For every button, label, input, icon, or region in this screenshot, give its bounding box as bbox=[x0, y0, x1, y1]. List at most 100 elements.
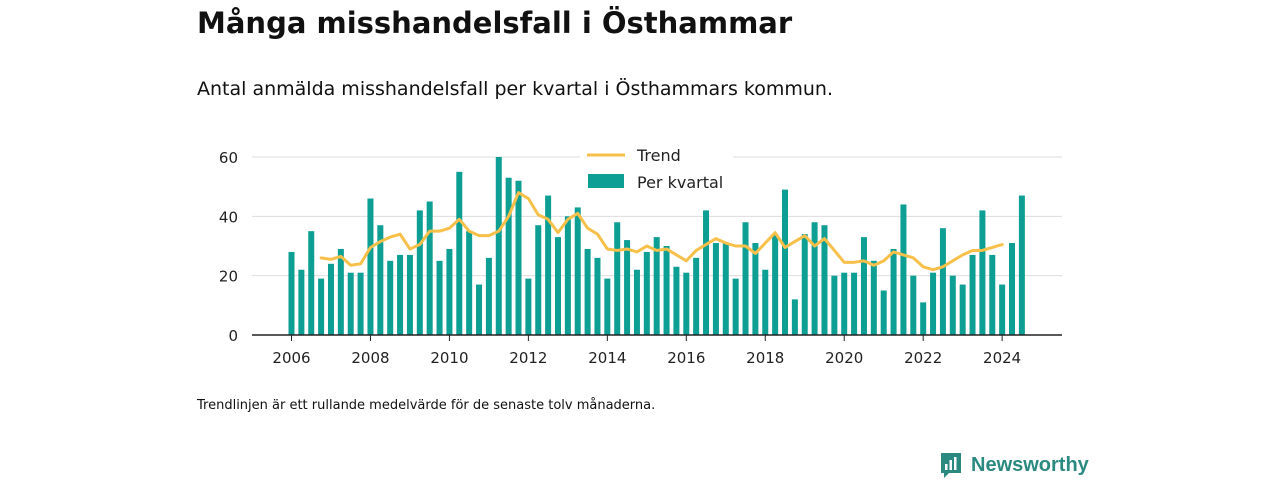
bar-6 bbox=[347, 272, 354, 335]
bar-47 bbox=[752, 243, 759, 335]
bar-26 bbox=[545, 195, 552, 335]
bar-45 bbox=[732, 278, 739, 335]
bar-21 bbox=[495, 157, 502, 335]
x-tick-label-2008: 2008 bbox=[351, 349, 389, 367]
footnote: Trendlinjen är ett rullande medelvärde f… bbox=[197, 398, 656, 413]
bar-29 bbox=[574, 207, 581, 335]
bar-66 bbox=[939, 228, 946, 335]
bar-35 bbox=[633, 269, 640, 335]
y-tick-label-0: 0 bbox=[228, 327, 238, 345]
x-tick-label-2022: 2022 bbox=[904, 349, 942, 367]
bar-70 bbox=[979, 210, 986, 335]
bar-30 bbox=[584, 248, 591, 335]
y-tick-label-20: 20 bbox=[219, 268, 238, 286]
bar-50 bbox=[782, 189, 788, 335]
x-tick-label-2006: 2006 bbox=[272, 349, 310, 367]
bar-58 bbox=[860, 237, 867, 335]
bar-1 bbox=[298, 269, 305, 335]
bar-19 bbox=[476, 284, 483, 335]
bar-55 bbox=[831, 275, 838, 335]
bar-73 bbox=[1009, 243, 1016, 335]
bar-61 bbox=[890, 248, 897, 335]
trend-line bbox=[319, 191, 1004, 272]
bar-44 bbox=[722, 243, 729, 335]
bar-31 bbox=[594, 257, 601, 335]
bar-3 bbox=[318, 278, 325, 335]
bar-18 bbox=[466, 231, 473, 335]
bar-59 bbox=[870, 260, 877, 335]
bar-62 bbox=[900, 204, 907, 335]
y-tick-label-60: 60 bbox=[219, 149, 238, 167]
y-axis-labels: 0 20 40 60 bbox=[219, 149, 238, 345]
bar-57 bbox=[851, 272, 858, 335]
bar-69 bbox=[969, 254, 976, 335]
bar-34 bbox=[624, 240, 631, 335]
bar-53 bbox=[811, 222, 818, 335]
bar-74 bbox=[1018, 195, 1025, 335]
bar-65 bbox=[930, 272, 937, 335]
bar-15 bbox=[436, 260, 443, 335]
bar-54 bbox=[821, 225, 828, 335]
legend-bar-swatch bbox=[588, 174, 624, 188]
x-tick-label-2010: 2010 bbox=[430, 349, 468, 367]
bar-68 bbox=[959, 284, 966, 335]
bar-51 bbox=[791, 299, 798, 335]
x-tick-label-2014: 2014 bbox=[588, 349, 626, 367]
bar-72 bbox=[999, 284, 1006, 335]
x-axis-labels: 2006 2008 2010 2012 2014 2016 2018 2020 2022 2024 bbox=[272, 335, 1021, 367]
bar-27 bbox=[554, 237, 561, 335]
bar-2 bbox=[308, 231, 315, 335]
x-tick-label-2020: 2020 bbox=[825, 349, 863, 367]
bar-37 bbox=[653, 237, 660, 335]
bar-42 bbox=[703, 210, 710, 335]
x-tick-label-2024: 2024 bbox=[983, 349, 1021, 367]
bar-64 bbox=[920, 302, 927, 335]
bar-39 bbox=[673, 266, 680, 335]
bar-28 bbox=[564, 216, 571, 335]
bar-12 bbox=[406, 254, 413, 335]
bar-52 bbox=[801, 234, 808, 335]
bar-24 bbox=[525, 278, 532, 335]
bar-67 bbox=[949, 275, 956, 335]
brand[interactable]: Newsworthy bbox=[939, 451, 1089, 479]
chart-title: Många misshandelsfall i Östhammar bbox=[197, 6, 793, 40]
legend-trend-label: Trend bbox=[636, 146, 681, 165]
bar-11 bbox=[397, 254, 404, 335]
bar-13 bbox=[416, 210, 423, 335]
bar-63 bbox=[910, 275, 917, 335]
bar-10 bbox=[387, 260, 394, 335]
x-tick-label-2016: 2016 bbox=[667, 349, 705, 367]
bar-16 bbox=[446, 248, 453, 335]
bar-32 bbox=[604, 278, 611, 335]
bar-22 bbox=[505, 177, 512, 335]
bar-7 bbox=[357, 272, 364, 335]
bars-per-kvartal bbox=[288, 157, 1025, 335]
bar-46 bbox=[742, 222, 749, 335]
bar-33 bbox=[614, 222, 621, 335]
brand-name: Newsworthy bbox=[971, 453, 1089, 476]
bar-20 bbox=[485, 257, 492, 335]
bar-48 bbox=[762, 269, 769, 335]
y-tick-label-40: 40 bbox=[219, 208, 238, 226]
bar-40 bbox=[683, 272, 690, 335]
x-tick-label-2012: 2012 bbox=[509, 349, 547, 367]
newsworthy-logo-icon bbox=[941, 453, 961, 478]
bar-4 bbox=[327, 263, 334, 335]
bar-14 bbox=[426, 201, 433, 335]
bar-0 bbox=[288, 251, 295, 335]
bar-8 bbox=[367, 198, 374, 335]
bar-9 bbox=[377, 225, 384, 335]
bar-71 bbox=[989, 254, 996, 335]
bar-38 bbox=[663, 246, 670, 335]
bar-60 bbox=[880, 290, 887, 335]
bar-23 bbox=[515, 180, 522, 335]
x-tick-label-2018: 2018 bbox=[746, 349, 784, 367]
legend-bar-label: Per kvartal bbox=[637, 173, 723, 192]
legend: Trend Per kvartal bbox=[580, 144, 733, 196]
bar-43 bbox=[712, 243, 719, 335]
bar-5 bbox=[337, 248, 344, 335]
chart-subtitle: Antal anmälda misshandelsfall per kvarta… bbox=[197, 78, 833, 100]
bar-49 bbox=[772, 234, 779, 335]
bar-25 bbox=[535, 225, 542, 335]
